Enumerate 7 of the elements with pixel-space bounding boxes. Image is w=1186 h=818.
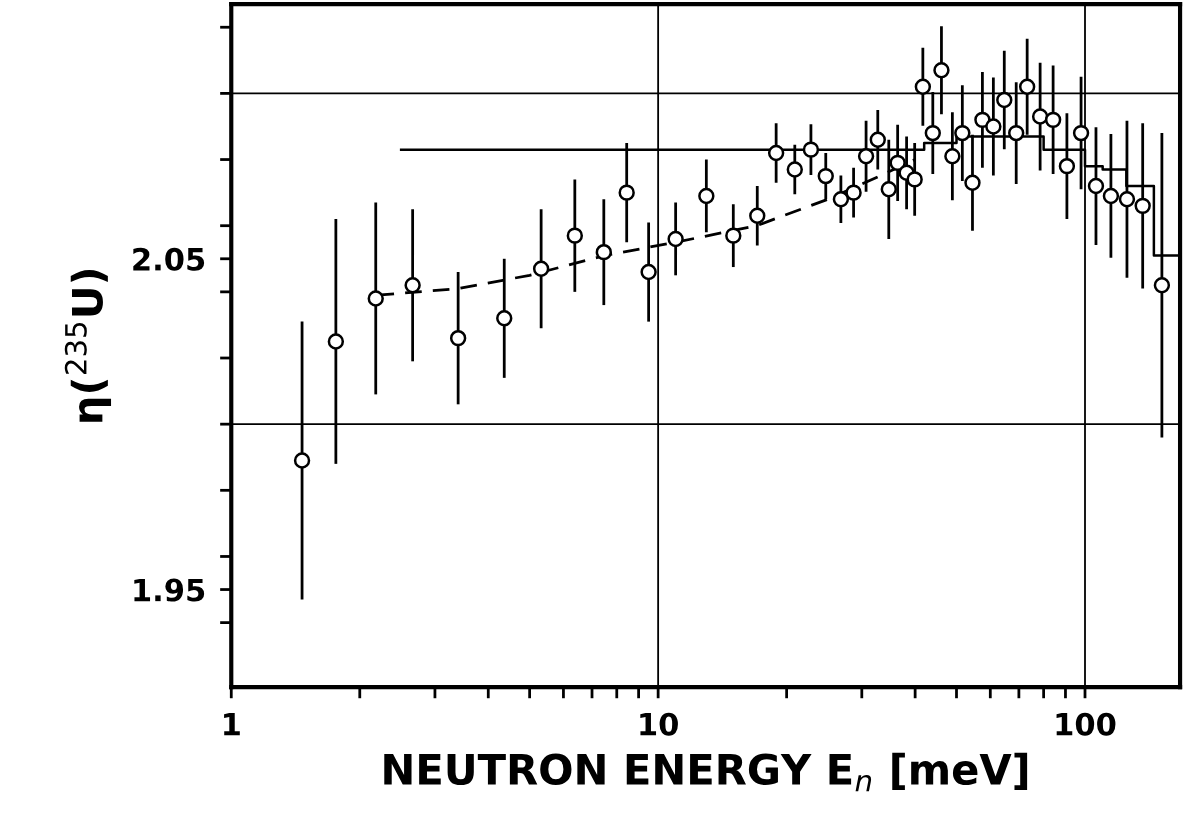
x-tick-label: 1 (224, 713, 240, 736)
x-tick-label: 100 (1056, 712, 1116, 736)
x-tick-label: 10 (640, 712, 678, 736)
y-tick-label: 2.05 (133, 247, 205, 271)
y-axis-title: η($^{235}$U) (64, 269, 112, 422)
x-axis-title: NEUTRON ENERGY E$_{n}$ [meV] (384, 752, 1028, 792)
y-tick-label: 1.95 (134, 578, 205, 602)
